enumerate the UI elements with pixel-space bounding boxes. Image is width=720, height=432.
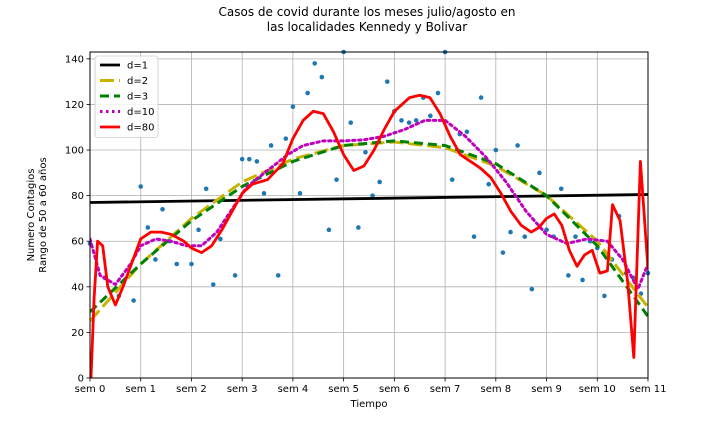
plot-frame [89,51,649,379]
legend-label-d-1: d=1 [127,61,148,72]
y-tick-label: 140 [65,54,84,65]
scatter-point [138,184,144,189]
scatter-point [464,129,470,135]
series-lines [90,93,648,378]
scatter-point [218,236,223,242]
scatter-point [203,186,209,192]
scatter-point [283,136,289,141]
scatter-point [478,95,484,100]
x-tick-label: sem 3 [227,384,258,395]
y-axis-label-line-2: Rango de 50 a 60 años [38,157,49,272]
y-tick-label: 20 [71,328,84,339]
scatter-point [153,257,158,262]
scatter-point [370,193,375,198]
scatter-point [399,118,404,123]
scatter-point [210,282,216,287]
x-tick-label: sem 1 [125,384,156,395]
scatter-point [413,118,419,123]
scatter-point [515,143,520,148]
series-line-d-80 [90,93,648,378]
scatter-point [312,61,318,66]
x-tick-label: sem 7 [430,384,461,395]
chart-title-line-1: Casos de covid durante los meses julio/a… [219,5,516,19]
x-tick-label: sem 4 [278,384,309,395]
scatter-point [537,170,542,176]
y-axis-label-line-1: Numero Contagios [26,169,37,262]
x-tick-label: sem 0 [75,384,106,395]
scatter-point [573,234,578,239]
scatter-point [232,273,238,278]
legend-label-d-2: d=2 [127,76,148,87]
x-tick-label: sem 6 [379,384,410,395]
scatter-point [486,181,492,187]
scatter-point [189,261,194,267]
series-line-d-10 [90,118,648,291]
legend-label-d-80: d=80 [127,123,154,134]
scatter-point [131,298,136,303]
scatter-point [602,293,607,299]
x-tick-label: sem 2 [176,384,207,395]
scatter-point [529,286,535,292]
scatter-point [363,150,368,155]
scatter-points [87,49,651,303]
scatter-point [174,261,180,267]
scatter-point [334,177,339,182]
legend-label-d-3: d=3 [127,92,148,103]
scatter-point [522,234,528,239]
y-tick-label: 0 [78,374,84,385]
scatter-point [558,186,564,192]
scatter-point [305,90,310,96]
scatter-point [326,227,332,233]
scatter-point [246,156,252,162]
scatter-point [428,113,433,119]
scatter-point [268,143,274,148]
scatter-point [377,179,382,185]
scatter-point [254,159,260,164]
scatter-point [261,191,267,196]
scatter-point [356,225,361,230]
scatter-point [384,79,390,84]
y-tick-label: 60 [71,237,84,248]
x-tick-label: sem 11 [629,384,666,395]
y-tick-label: 40 [71,282,84,293]
series-line-d-3 [90,139,648,318]
legend-box [94,55,159,138]
y-tick-label: 100 [65,146,84,157]
scatter-point [319,74,325,80]
y-tick-label: 120 [65,100,84,111]
chart-title-line-2: las localidades Kennedy y Bolivar [267,20,467,34]
scatter-point [493,147,499,153]
legend-label-d-10: d=10 [127,107,154,118]
scatter-point [406,120,412,125]
scatter-point [449,177,455,182]
scatter-point [348,120,354,125]
x-tick-label: sem 5 [328,384,359,395]
legend: d=1 d=2 d=3 d=10 d=80 [94,55,159,138]
y-tick-label: 80 [71,191,84,202]
scatter-point [145,225,151,230]
scatter-point [471,234,477,239]
scatter-point [196,227,201,233]
scatter-point [297,191,303,196]
y-tick-marks: 0 20 40 60 80 100 120 140 [65,54,90,385]
scatter-point [508,229,513,235]
x-tick-label: sem 8 [480,384,511,395]
scatter-point [290,104,296,110]
scatter-point [580,277,585,283]
scatter-point [275,273,281,278]
scatter-point [500,250,506,255]
scatter-point [239,156,245,162]
scatter-point [435,90,441,96]
scatter-point [566,273,571,278]
x-tick-label: sem 10 [579,384,616,395]
x-axis-label: Tiempo [350,399,388,410]
x-tick-marks: sem 0 sem 1 sem 2 sem 3 sem 4 sem 5 sem 6 sem 7… [75,378,667,395]
scatter-point [160,207,165,212]
series-line-d-1 [90,193,648,204]
x-tick-label: sem 9 [531,384,562,395]
